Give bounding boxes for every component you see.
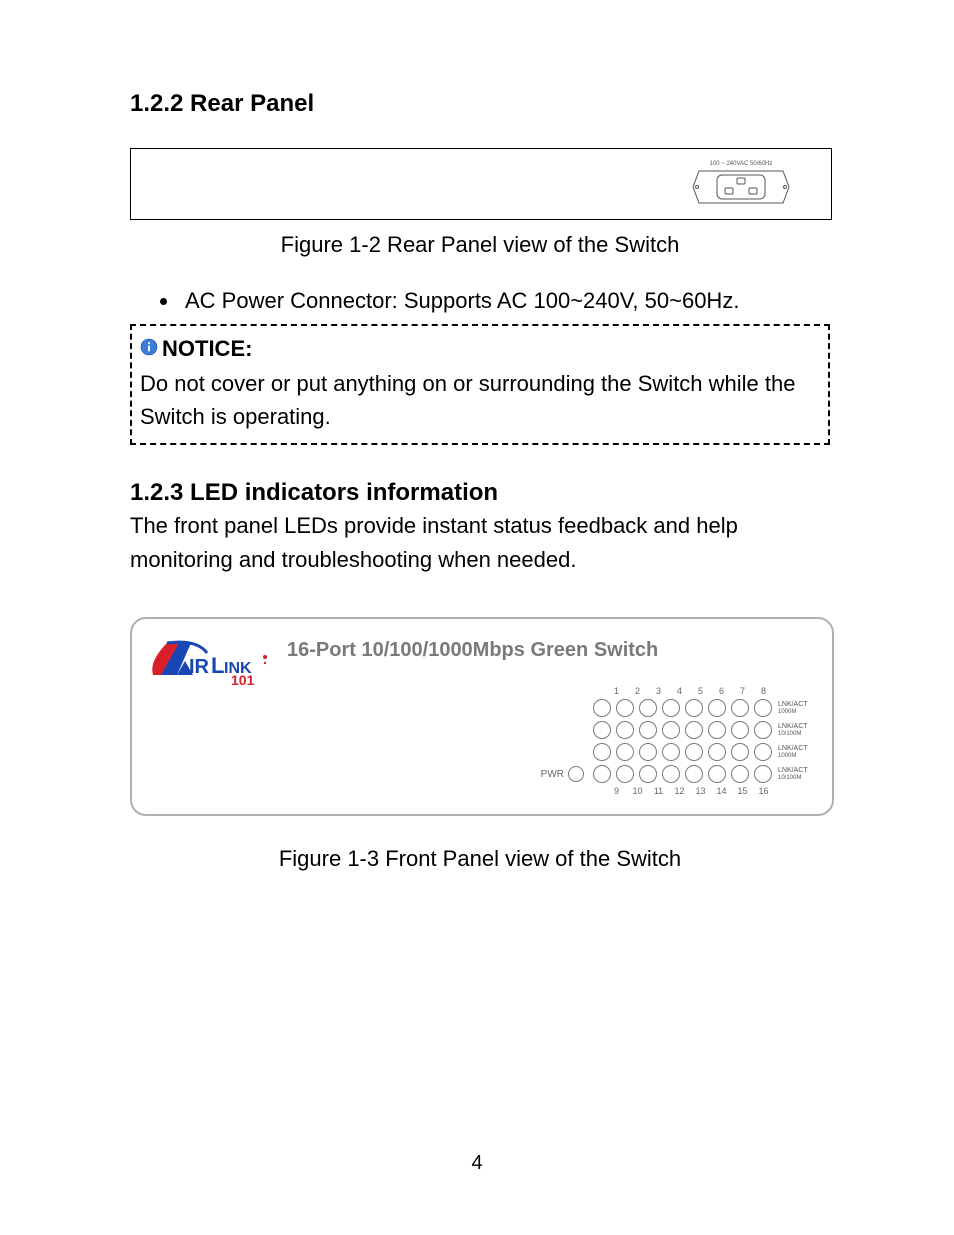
led-row-4: PWR LNK/ACT10/100M (541, 763, 814, 785)
figure-1-2-caption: Figure 1-2 Rear Panel view of the Switch (130, 232, 830, 258)
svg-text:101: 101 (231, 672, 255, 687)
page-number: 4 (0, 1152, 954, 1175)
bullet-text: AC Power Connector: Supports AC 100~240V… (185, 288, 739, 314)
rear-panel-diagram: 100 ~ 240VAC 50/60Hz (130, 148, 832, 220)
port-numbers-top: 1 2 3 4 5 6 7 8 (606, 686, 774, 696)
ac-spec-text: 100 ~ 240VAC 50/60Hz (710, 161, 773, 167)
pwr-led (568, 766, 584, 782)
led-row-2: LNK/ACT10/100M (541, 719, 814, 741)
notice-body: Do not cover or put anything on or surro… (140, 367, 820, 433)
bullet-icon (160, 298, 167, 305)
pwr-label: PWR (541, 769, 564, 780)
heading-123: 1.2.3 LED indicators information (130, 479, 834, 507)
product-title: 16-Port 10/100/1000Mbps Green Switch (287, 639, 658, 662)
led-block: 1 2 3 4 5 6 7 8 LNK/ACT1000M (541, 685, 814, 797)
section-123-body: The front panel LEDs provide instant sta… (130, 509, 830, 577)
svg-text:IR: IR (189, 656, 210, 678)
notice-box: NOTICE: Do not cover or put anything on … (130, 324, 830, 445)
front-panel-diagram: IR L INK 101 16-Port 10/100/1000Mbps Gre… (130, 617, 834, 816)
heading-122: 1.2.2 Rear Panel (130, 90, 834, 118)
airlink-logo: IR L INK 101 (147, 635, 287, 692)
bullet-ac-power: AC Power Connector: Supports AC 100~240V… (130, 288, 834, 314)
figure-1-3-caption: Figure 1-3 Front Panel view of the Switc… (130, 846, 830, 872)
info-icon (140, 332, 158, 365)
ac-connector-icon: 100 ~ 240VAC 50/60Hz (691, 157, 791, 214)
port-numbers-bottom: 9 10 11 12 13 14 15 16 (606, 786, 774, 796)
led-row-3: LNK/ACT1000M (541, 741, 814, 763)
svg-text:L: L (211, 653, 224, 678)
led-row-1: LNK/ACT1000M (541, 697, 814, 719)
notice-title: NOTICE: (162, 332, 252, 365)
